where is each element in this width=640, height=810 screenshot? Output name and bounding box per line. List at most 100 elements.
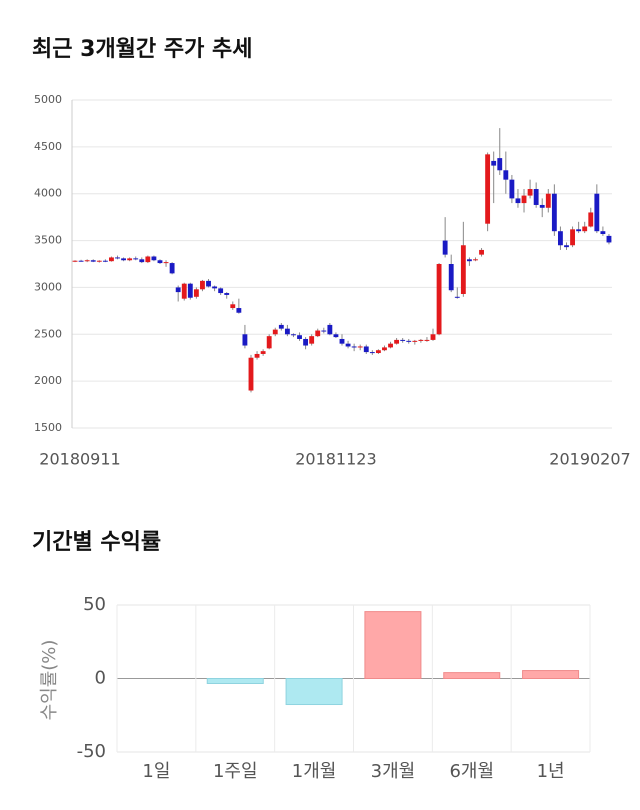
candle-body (115, 257, 120, 259)
y-tick-label: 0 (95, 668, 106, 689)
x-tick-label: 1년 (537, 761, 565, 782)
candle-body (169, 263, 175, 274)
candle-body (375, 350, 381, 354)
candle-body (357, 346, 363, 348)
candle-body (333, 334, 339, 338)
candle-body (485, 154, 491, 224)
candle-body (430, 334, 436, 340)
y-tick-label: 50 (83, 594, 106, 615)
bar (206, 678, 264, 684)
candle-body (533, 189, 539, 205)
chart-title: 최근 3개월간 주가 추세 (32, 37, 252, 62)
candle-body (558, 231, 563, 246)
candle-body (254, 353, 260, 358)
candle-body (236, 308, 242, 313)
candle-body (297, 335, 302, 339)
x-tick-label: 1개월 (292, 761, 337, 782)
candle-body (284, 328, 290, 335)
x-tick-label: 3개월 (371, 761, 416, 782)
candle-body (72, 260, 78, 262)
candle-body (303, 338, 309, 346)
x-tick-label: 6개월 (449, 761, 494, 782)
candle-body (539, 204, 545, 208)
candle-body (570, 229, 575, 246)
y-tick-label: -50 (77, 741, 106, 762)
chart-title: 기간별 수익률 (32, 530, 161, 555)
candle-body (551, 193, 557, 232)
candle-body (157, 260, 163, 264)
candle-body (212, 286, 218, 289)
y-tick-label: 4000 (34, 187, 62, 200)
candle-body (400, 339, 406, 341)
candle-body (278, 324, 284, 329)
x-tick-label: 20181123 (295, 450, 376, 469)
candle-body (442, 240, 448, 255)
candle-body (309, 336, 315, 344)
y-tick-label: 4500 (34, 140, 62, 153)
candle-body (436, 264, 442, 335)
bar (443, 672, 501, 679)
candle-body (151, 256, 157, 261)
candle-body (242, 334, 248, 346)
candle-body (473, 259, 478, 261)
candle-body (109, 257, 114, 262)
candle-body (230, 304, 236, 309)
candle-body (564, 245, 569, 248)
candle-body (588, 212, 594, 227)
candle-body (479, 249, 484, 255)
x-tick-label: 1주일 (213, 761, 258, 782)
y-tick-label: 3500 (34, 234, 62, 247)
x-tick-label: 20180911 (39, 450, 120, 469)
candle-body (509, 179, 515, 199)
candle-body (418, 339, 424, 341)
candle-body (272, 329, 278, 335)
candle-body (600, 231, 606, 235)
candle-body (163, 262, 169, 264)
candle-body (78, 260, 84, 262)
bar (364, 611, 422, 679)
bar (285, 678, 343, 706)
candle-body (503, 170, 509, 180)
bar (522, 670, 580, 680)
candle-body (345, 343, 351, 347)
candle-body (193, 289, 199, 297)
y-tick-label: 2000 (34, 374, 62, 387)
candle-body (218, 288, 224, 294)
candle-body (412, 340, 418, 342)
candle-body (424, 339, 430, 341)
candle-body (200, 280, 205, 290)
candle-body (582, 226, 588, 232)
candle-body (133, 258, 139, 260)
x-tick-label: 20190207 (549, 450, 630, 469)
candle-body (266, 336, 272, 349)
candle-body (90, 260, 96, 262)
candle-body (102, 260, 108, 262)
candle-body (388, 343, 393, 348)
candle-body (491, 160, 497, 166)
candle-body (369, 352, 375, 354)
candle-body (224, 293, 230, 295)
candle-body (291, 334, 296, 336)
candle-body (545, 193, 551, 208)
candle-body (382, 347, 387, 351)
candle-body (594, 193, 600, 232)
candle-body (606, 235, 612, 243)
candle-body (127, 258, 133, 261)
candle-body (576, 229, 582, 232)
candle-body (248, 357, 254, 391)
candle-body (187, 283, 193, 298)
candle-body (448, 264, 454, 291)
x-tick-label: 1일 (142, 761, 170, 782)
candle-body (521, 195, 527, 204)
candle-body (181, 283, 187, 299)
candle-body (321, 330, 327, 332)
y-tick-label: 1500 (34, 421, 62, 434)
candle-body (315, 330, 321, 337)
y-tick-label: 3000 (34, 280, 62, 293)
candle-body (497, 158, 503, 171)
candle-body (327, 324, 333, 335)
candle-body (339, 338, 345, 344)
candle-body (175, 287, 181, 293)
